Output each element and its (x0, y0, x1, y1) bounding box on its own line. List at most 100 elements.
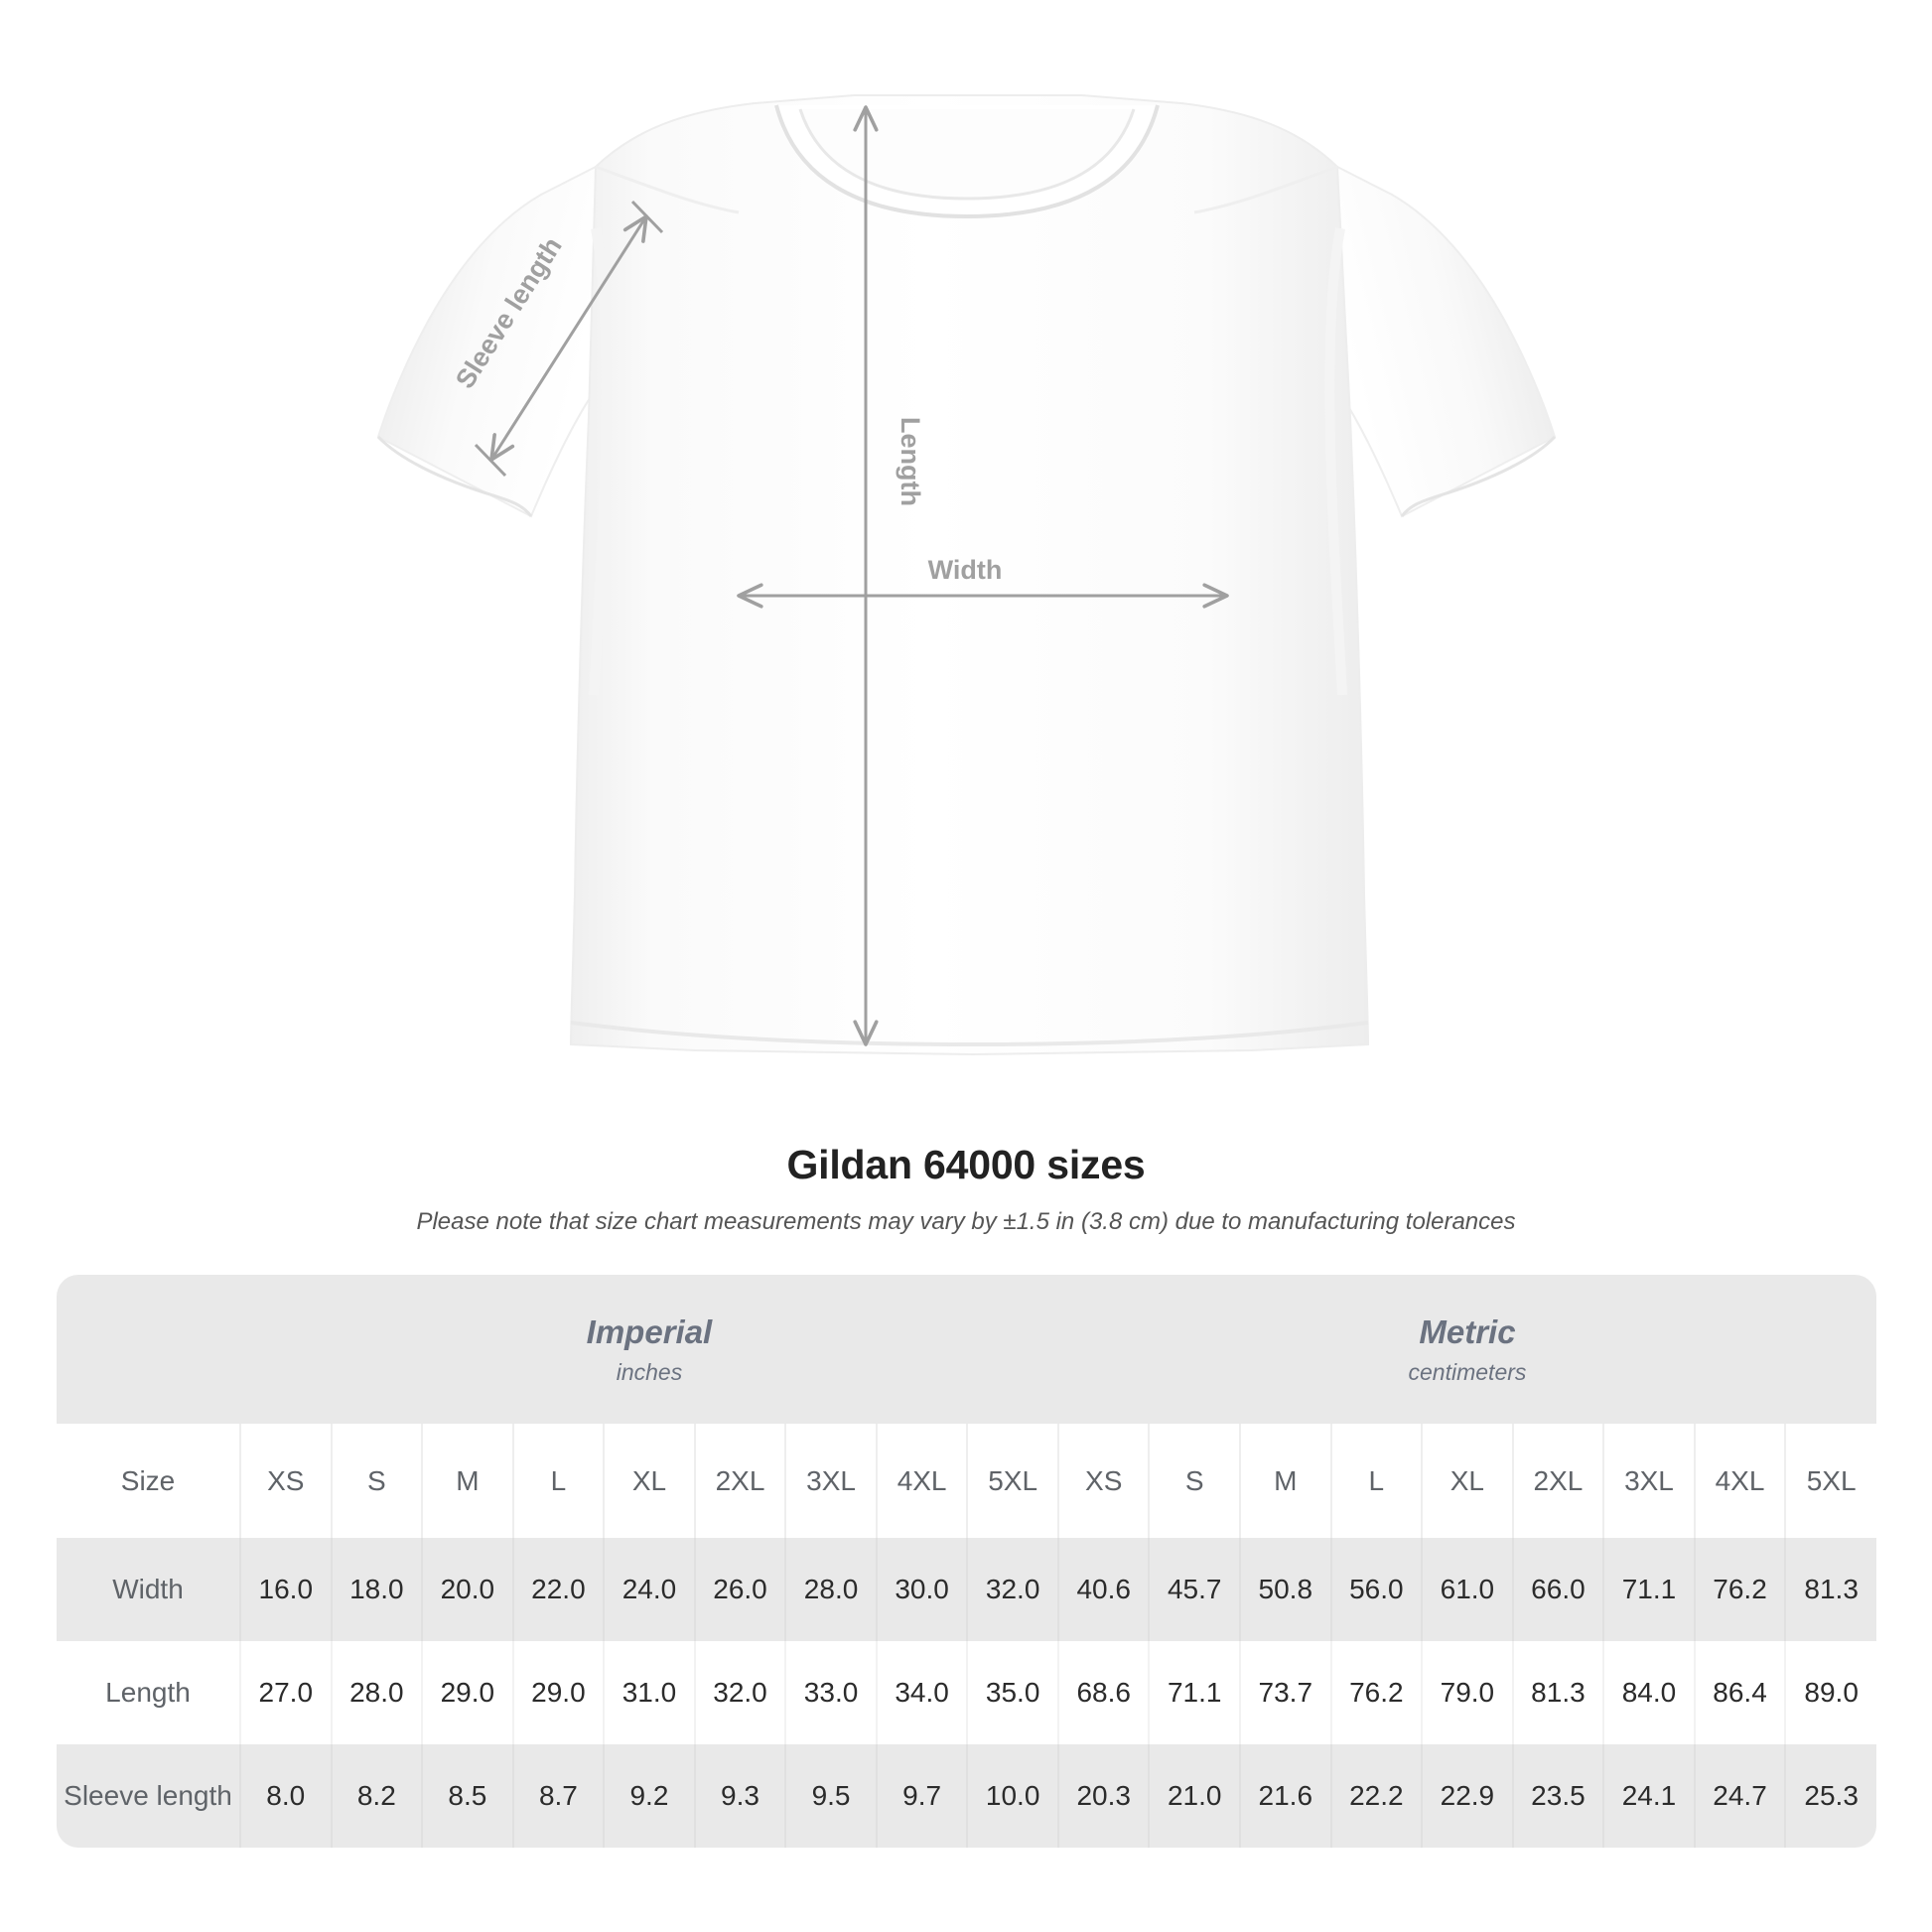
table-row: Sleeve length 8.0 8.2 8.5 8.7 9.2 9.3 9.5 9.7 10.… (57, 1744, 1876, 1848)
imperial-unit-header-name: Imperial (586, 1312, 713, 1350)
cell-width-metric-5xl: 81.3 (1784, 1538, 1876, 1641)
right-sleeve-hem (1400, 435, 1557, 517)
cell-width-metric-2xl: 66.0 (1511, 1538, 1604, 1641)
cell-length-metric-2xl: 81.3 (1511, 1641, 1604, 1744)
cell-sleeve-length-imperial-2xl: 9.3 (693, 1744, 786, 1848)
cell-width-imperial-s: 18.0 (330, 1538, 423, 1641)
right-shoulder-seam (1193, 165, 1338, 214)
cell-length-imperial-m: 29.0 (421, 1641, 513, 1744)
size-header-imperial-s: S (330, 1424, 423, 1538)
cell-width-imperial-2xl: 26.0 (693, 1538, 786, 1641)
metric-unit-header-sub: centimeters (1408, 1358, 1527, 1385)
cell-sleeve-length-metric-l: 22.2 (1329, 1744, 1423, 1848)
size-header-metric-s: S (1148, 1424, 1241, 1538)
cell-width-imperial-l: 22.0 (511, 1538, 605, 1641)
cell-sleeve-length-imperial-l: 8.7 (511, 1744, 605, 1848)
cell-width-imperial-m: 20.0 (421, 1538, 513, 1641)
size-header-metric-3xl: 3XL (1602, 1424, 1695, 1538)
size-header-metric-5xl: 5XL (1784, 1424, 1876, 1538)
right-sleeve (1336, 165, 1557, 518)
cell-sleeve-length-imperial-5xl: 10.0 (966, 1744, 1058, 1848)
cell-sleeve-length-imperial-s: 8.2 (330, 1744, 423, 1848)
length-label: Length (896, 417, 925, 506)
cell-length-metric-xl: 79.0 (1421, 1641, 1513, 1744)
cell-length-imperial-l: 29.0 (511, 1641, 605, 1744)
cell-length-imperial-4xl: 34.0 (875, 1641, 968, 1744)
size-chart-table-wrap: Imperial inches Metric centimeters Size XS S M L… (57, 1275, 1876, 1848)
cell-sleeve-length-metric-xl: 22.9 (1421, 1744, 1513, 1848)
cell-width-imperial-4xl: 30.0 (875, 1538, 968, 1641)
sleeve-tick-bottom (474, 443, 507, 478)
cell-sleeve-length-imperial-4xl: 9.7 (875, 1744, 968, 1848)
cell-width-imperial-5xl: 32.0 (966, 1538, 1058, 1641)
cell-width-metric-xl: 61.0 (1421, 1538, 1513, 1641)
metric-unit-header: Metric centimeters (1057, 1275, 1876, 1424)
cell-sleeve-length-metric-3xl: 24.1 (1602, 1744, 1695, 1848)
row-label-sleeve-length: Sleeve length (57, 1744, 240, 1848)
cell-sleeve-length-metric-m: 21.6 (1239, 1744, 1331, 1848)
cell-width-metric-l: 56.0 (1329, 1538, 1423, 1641)
cell-sleeve-length-imperial-3xl: 9.5 (784, 1744, 877, 1848)
size-header-imperial-3xl: 3XL (784, 1424, 877, 1538)
tolerance-note: Please note that size chart measurements… (416, 1208, 1516, 1236)
table-row: Width 16.0 18.0 20.0 22.0 24.0 26.0 28.0 30.0 32.… (57, 1538, 1876, 1641)
size-header-imperial-2xl: 2XL (693, 1424, 786, 1538)
left-sleeve-hem (376, 435, 533, 517)
cell-width-imperial-3xl: 28.0 (784, 1538, 877, 1641)
cell-length-metric-xs: 68.6 (1056, 1641, 1150, 1744)
cell-length-metric-l: 76.2 (1329, 1641, 1423, 1744)
sleeve-tick-top (630, 200, 664, 234)
size-header-row: Size XS S M L XL 2XL 3XL 4XL 5XL XS S M L XL 2XL 3XL 4XL 5… (57, 1424, 1876, 1538)
size-header-metric-xs: XS (1056, 1424, 1150, 1538)
cell-length-metric-m: 73.7 (1239, 1641, 1331, 1744)
cell-width-metric-m: 50.8 (1239, 1538, 1331, 1641)
size-header-metric-l: L (1329, 1424, 1423, 1538)
shirt-body (569, 94, 1370, 1056)
cell-length-metric-3xl: 84.0 (1602, 1641, 1695, 1744)
left-shoulder-seam (595, 165, 740, 214)
cell-length-metric-4xl: 86.4 (1693, 1641, 1786, 1744)
size-column-header: Size (57, 1424, 240, 1538)
cell-width-metric-3xl: 71.1 (1602, 1538, 1695, 1641)
size-header-metric-2xl: 2XL (1511, 1424, 1604, 1538)
bottom-hem (570, 1021, 1369, 1047)
width-label: Width (928, 555, 1003, 585)
cell-sleeve-length-metric-s: 21.0 (1148, 1744, 1241, 1848)
cell-length-imperial-2xl: 32.0 (693, 1641, 786, 1744)
cell-sleeve-length-imperial-xl: 9.2 (603, 1744, 695, 1848)
size-header-metric-xl: XL (1421, 1424, 1513, 1538)
tshirt-measurement-diagram: Length Width Sleeve length (376, 94, 1557, 1056)
cell-sleeve-length-imperial-m: 8.5 (421, 1744, 513, 1848)
page-title: Gildan 64000 sizes (786, 1142, 1146, 1187)
size-header-imperial-xl: XL (603, 1424, 695, 1538)
fabric-fold-right (1324, 227, 1347, 696)
cell-width-metric-s: 45.7 (1148, 1538, 1241, 1641)
cell-sleeve-length-imperial-xs: 8.0 (239, 1744, 332, 1848)
cell-width-imperial-xl: 24.0 (603, 1538, 695, 1641)
cell-length-imperial-5xl: 35.0 (966, 1641, 1058, 1744)
size-header-imperial-5xl: 5XL (966, 1424, 1058, 1538)
row-label-width: Width (57, 1538, 240, 1641)
row-label-length: Length (57, 1641, 240, 1744)
size-chart-table: Imperial inches Metric centimeters Size XS S M L… (57, 1275, 1876, 1848)
unit-header-row: Imperial inches Metric centimeters (57, 1275, 1876, 1424)
cell-sleeve-length-metric-4xl: 24.7 (1693, 1744, 1786, 1848)
cell-sleeve-length-metric-xs: 20.3 (1056, 1744, 1150, 1848)
collar-inner (798, 108, 1136, 201)
size-header-metric-4xl: 4XL (1693, 1424, 1786, 1538)
cell-width-imperial-xs: 16.0 (239, 1538, 332, 1641)
cell-length-metric-s: 71.1 (1148, 1641, 1241, 1744)
imperial-unit-header-sub: inches (616, 1358, 683, 1385)
cell-length-metric-5xl: 89.0 (1784, 1641, 1876, 1744)
cell-width-metric-xs: 40.6 (1056, 1538, 1150, 1641)
size-header-metric-m: M (1239, 1424, 1331, 1538)
size-header-imperial-l: L (511, 1424, 605, 1538)
metric-unit-header-name: Metric (1419, 1312, 1516, 1350)
table-corner-cell (57, 1275, 240, 1424)
table-row: Length 27.0 28.0 29.0 29.0 31.0 32.0 33.0 34.0 35… (57, 1641, 1876, 1744)
cell-length-imperial-s: 28.0 (330, 1641, 423, 1744)
chart-title-block: Gildan 64000 sizes Please note that size… (0, 1142, 1932, 1237)
size-header-imperial-4xl: 4XL (875, 1424, 968, 1538)
cell-length-imperial-xs: 27.0 (239, 1641, 332, 1744)
size-header-imperial-xs: XS (239, 1424, 332, 1538)
